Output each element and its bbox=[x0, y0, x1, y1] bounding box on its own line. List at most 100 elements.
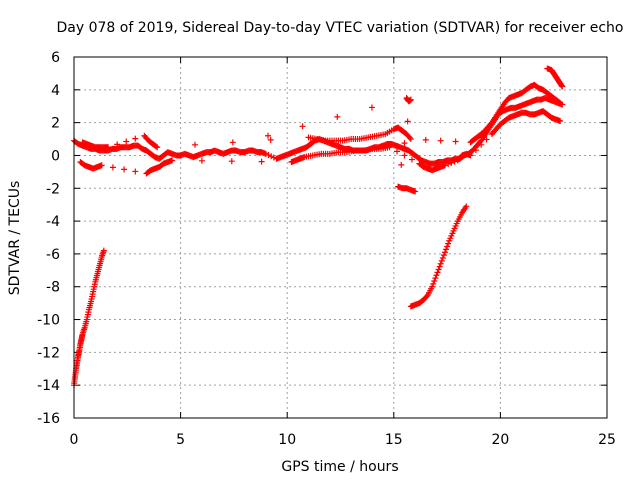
data-point bbox=[401, 140, 408, 147]
y-tick-label: -6 bbox=[46, 247, 60, 263]
y-tick-label: -10 bbox=[37, 313, 60, 329]
data-point bbox=[559, 83, 566, 90]
data-point bbox=[448, 159, 455, 166]
y-tick-label: -8 bbox=[46, 280, 60, 296]
data-point bbox=[98, 162, 105, 169]
data-point bbox=[422, 136, 429, 143]
data-point bbox=[445, 240, 452, 247]
data-point bbox=[433, 272, 440, 279]
data-layer bbox=[71, 65, 566, 389]
series-late-rising-arc bbox=[544, 65, 566, 90]
data-point bbox=[105, 144, 112, 151]
y-tick-label: 2 bbox=[51, 116, 60, 132]
data-point bbox=[404, 118, 411, 125]
data-point bbox=[153, 143, 160, 150]
y-tick-label: -16 bbox=[37, 411, 60, 427]
data-point bbox=[229, 139, 236, 146]
series-late-rising-segment bbox=[407, 203, 470, 310]
data-point bbox=[467, 152, 474, 159]
y-tick-label: 4 bbox=[51, 83, 60, 99]
data-point bbox=[268, 153, 275, 160]
grid-layer bbox=[74, 57, 607, 418]
x-axis-label: GPS time / hours bbox=[281, 459, 398, 475]
data-point bbox=[132, 135, 139, 142]
data-point bbox=[412, 188, 419, 195]
data-point bbox=[407, 96, 414, 103]
data-point bbox=[483, 136, 490, 143]
data-point bbox=[443, 246, 450, 253]
data-point bbox=[386, 144, 393, 151]
plot-frame bbox=[73, 56, 608, 419]
y-tick-label: 6 bbox=[51, 50, 60, 66]
data-point bbox=[368, 104, 375, 111]
series-isolated-points bbox=[265, 95, 419, 195]
data-point bbox=[437, 137, 444, 144]
data-point bbox=[441, 249, 448, 256]
data-point bbox=[132, 168, 139, 175]
series-early-descending-segment bbox=[71, 247, 107, 389]
data-point bbox=[444, 243, 451, 250]
data-point bbox=[267, 136, 274, 143]
data-point bbox=[299, 123, 306, 130]
x-tick-label: 20 bbox=[491, 432, 509, 448]
x-tick-label: 25 bbox=[598, 432, 616, 448]
x-tick-label: 5 bbox=[176, 432, 185, 448]
data-point bbox=[478, 141, 485, 148]
data-point bbox=[431, 277, 438, 284]
data-point bbox=[154, 144, 161, 151]
data-point bbox=[100, 247, 107, 254]
data-point bbox=[430, 280, 437, 287]
y-axis-label: SDTVAR / TECUs bbox=[7, 181, 23, 296]
data-point bbox=[262, 150, 269, 157]
data-point bbox=[401, 152, 408, 159]
data-point bbox=[436, 263, 443, 270]
data-point bbox=[334, 113, 341, 120]
series-upper-band bbox=[79, 81, 564, 151]
data-point bbox=[398, 161, 405, 168]
data-point bbox=[472, 147, 479, 154]
x-tick-label: 0 bbox=[70, 432, 79, 448]
data-point bbox=[169, 157, 176, 164]
data-point bbox=[406, 134, 413, 141]
data-point bbox=[451, 158, 458, 165]
data-point bbox=[109, 164, 116, 171]
data-point bbox=[441, 162, 448, 169]
chart-title: Day 078 of 2019, Sidereal Day-to-day VTE… bbox=[57, 20, 624, 36]
data-point bbox=[438, 257, 445, 264]
data-point bbox=[265, 132, 272, 139]
tick-layer: 0 5 10 15 20 25 -16 -14 -12 -10 -8 -6 -4 -2 0 2 4 6 bbox=[37, 50, 616, 448]
data-point bbox=[440, 252, 447, 259]
data-point bbox=[557, 117, 564, 124]
y-tick-label: -4 bbox=[46, 214, 60, 230]
data-point bbox=[258, 158, 265, 165]
data-point bbox=[452, 138, 459, 145]
data-point bbox=[463, 203, 470, 210]
data-point bbox=[198, 157, 205, 164]
data-point bbox=[423, 293, 430, 300]
series-lower-band bbox=[77, 108, 564, 177]
data-point bbox=[123, 138, 130, 145]
data-point bbox=[557, 99, 564, 106]
data-point bbox=[408, 156, 415, 163]
data-point bbox=[432, 275, 439, 282]
data-point bbox=[445, 161, 452, 168]
y-tick-label: -14 bbox=[37, 378, 60, 394]
data-point bbox=[265, 152, 272, 159]
data-point bbox=[228, 158, 235, 165]
x-tick-label: 15 bbox=[385, 432, 403, 448]
y-tick-label: -12 bbox=[37, 345, 60, 361]
data-point bbox=[435, 266, 442, 273]
data-point bbox=[439, 255, 446, 262]
data-point bbox=[114, 141, 121, 148]
data-point bbox=[407, 136, 414, 143]
data-point bbox=[393, 148, 400, 155]
data-point bbox=[121, 166, 128, 173]
y-tick-label: -2 bbox=[46, 181, 60, 197]
x-tick-label: 10 bbox=[278, 432, 296, 448]
y-tick-label: 0 bbox=[51, 148, 60, 164]
data-point bbox=[434, 269, 441, 276]
data-point bbox=[429, 283, 436, 290]
data-point bbox=[556, 99, 563, 106]
